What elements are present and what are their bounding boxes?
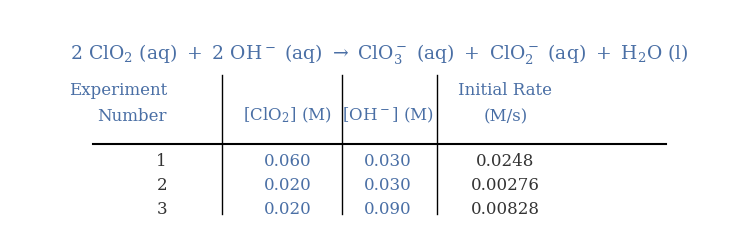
Text: $\mathregular{[OH^-]\ (M)}$: $\mathregular{[OH^-]\ (M)}$ [342, 106, 434, 125]
Text: 0.030: 0.030 [364, 177, 411, 194]
Text: 0.020: 0.020 [263, 177, 312, 194]
Text: 0.060: 0.060 [263, 153, 312, 170]
Text: 0.020: 0.020 [263, 201, 312, 218]
Text: 3: 3 [156, 201, 167, 218]
Text: $\mathregular{[ClO_2]\ (M)}$: $\mathregular{[ClO_2]\ (M)}$ [243, 106, 332, 125]
Text: (M/s): (M/s) [483, 108, 528, 125]
Text: $\mathregular{2\ ClO_2\ (aq)\ +\ 2\ OH^-\ (aq)\ \rightarrow\ ClO_3^-\ (aq)\ +\ C: $\mathregular{2\ ClO_2\ (aq)\ +\ 2\ OH^-… [70, 42, 689, 66]
Text: 0.00276: 0.00276 [471, 177, 540, 194]
Text: 0.00828: 0.00828 [471, 201, 540, 218]
Text: 0.0248: 0.0248 [477, 153, 534, 170]
Text: Number: Number [98, 108, 167, 125]
Text: 0.030: 0.030 [364, 153, 411, 170]
Text: 2: 2 [156, 177, 167, 194]
Text: Experiment: Experiment [69, 82, 167, 100]
Text: 1: 1 [156, 153, 167, 170]
Text: 0.090: 0.090 [364, 201, 411, 218]
Text: Initial Rate: Initial Rate [458, 82, 553, 100]
